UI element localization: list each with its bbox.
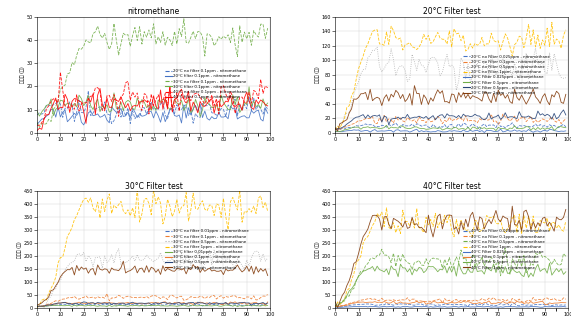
Y-axis label: 원시료 (농): 원시료 (농) xyxy=(315,241,320,258)
Y-axis label: 원시료 (농): 원시료 (농) xyxy=(315,67,320,83)
Y-axis label: 원시료 (농): 원시료 (농) xyxy=(21,67,25,83)
Legend: 30°C no filter 0.01ppm - nitromethane, 30°C no filter 0.1ppm - nitromethane, 30°: 30°C no filter 0.01ppm - nitromethane, 3… xyxy=(165,229,249,270)
Legend: 40°C no Filter 0.025ppm - nitromethane, 40°C no Filter 0.1ppm - nitromethane, 40: 40°C no Filter 0.025ppm - nitromethane, … xyxy=(463,229,550,270)
Legend: 20°C no Filter 0.025ppm - nitromethane, 20°C no Filter 0.1ppm - nitromethane, 20: 20°C no Filter 0.025ppm - nitromethane, … xyxy=(463,55,550,95)
Legend: 20°C no filter 0.1ppm - nitromethane, 20°C filter 0.1ppm - nitromethane, 30°C no: 20°C no filter 0.1ppm - nitromethane, 20… xyxy=(165,69,247,99)
Title: nitromethane: nitromethane xyxy=(127,7,180,16)
Title: 40°C Filter test: 40°C Filter test xyxy=(423,181,481,191)
Y-axis label: 원시료 (농): 원시료 (농) xyxy=(17,241,22,258)
Title: 20°C Filter test: 20°C Filter test xyxy=(423,7,481,16)
Title: 30°C Filter test: 30°C Filter test xyxy=(124,181,183,191)
